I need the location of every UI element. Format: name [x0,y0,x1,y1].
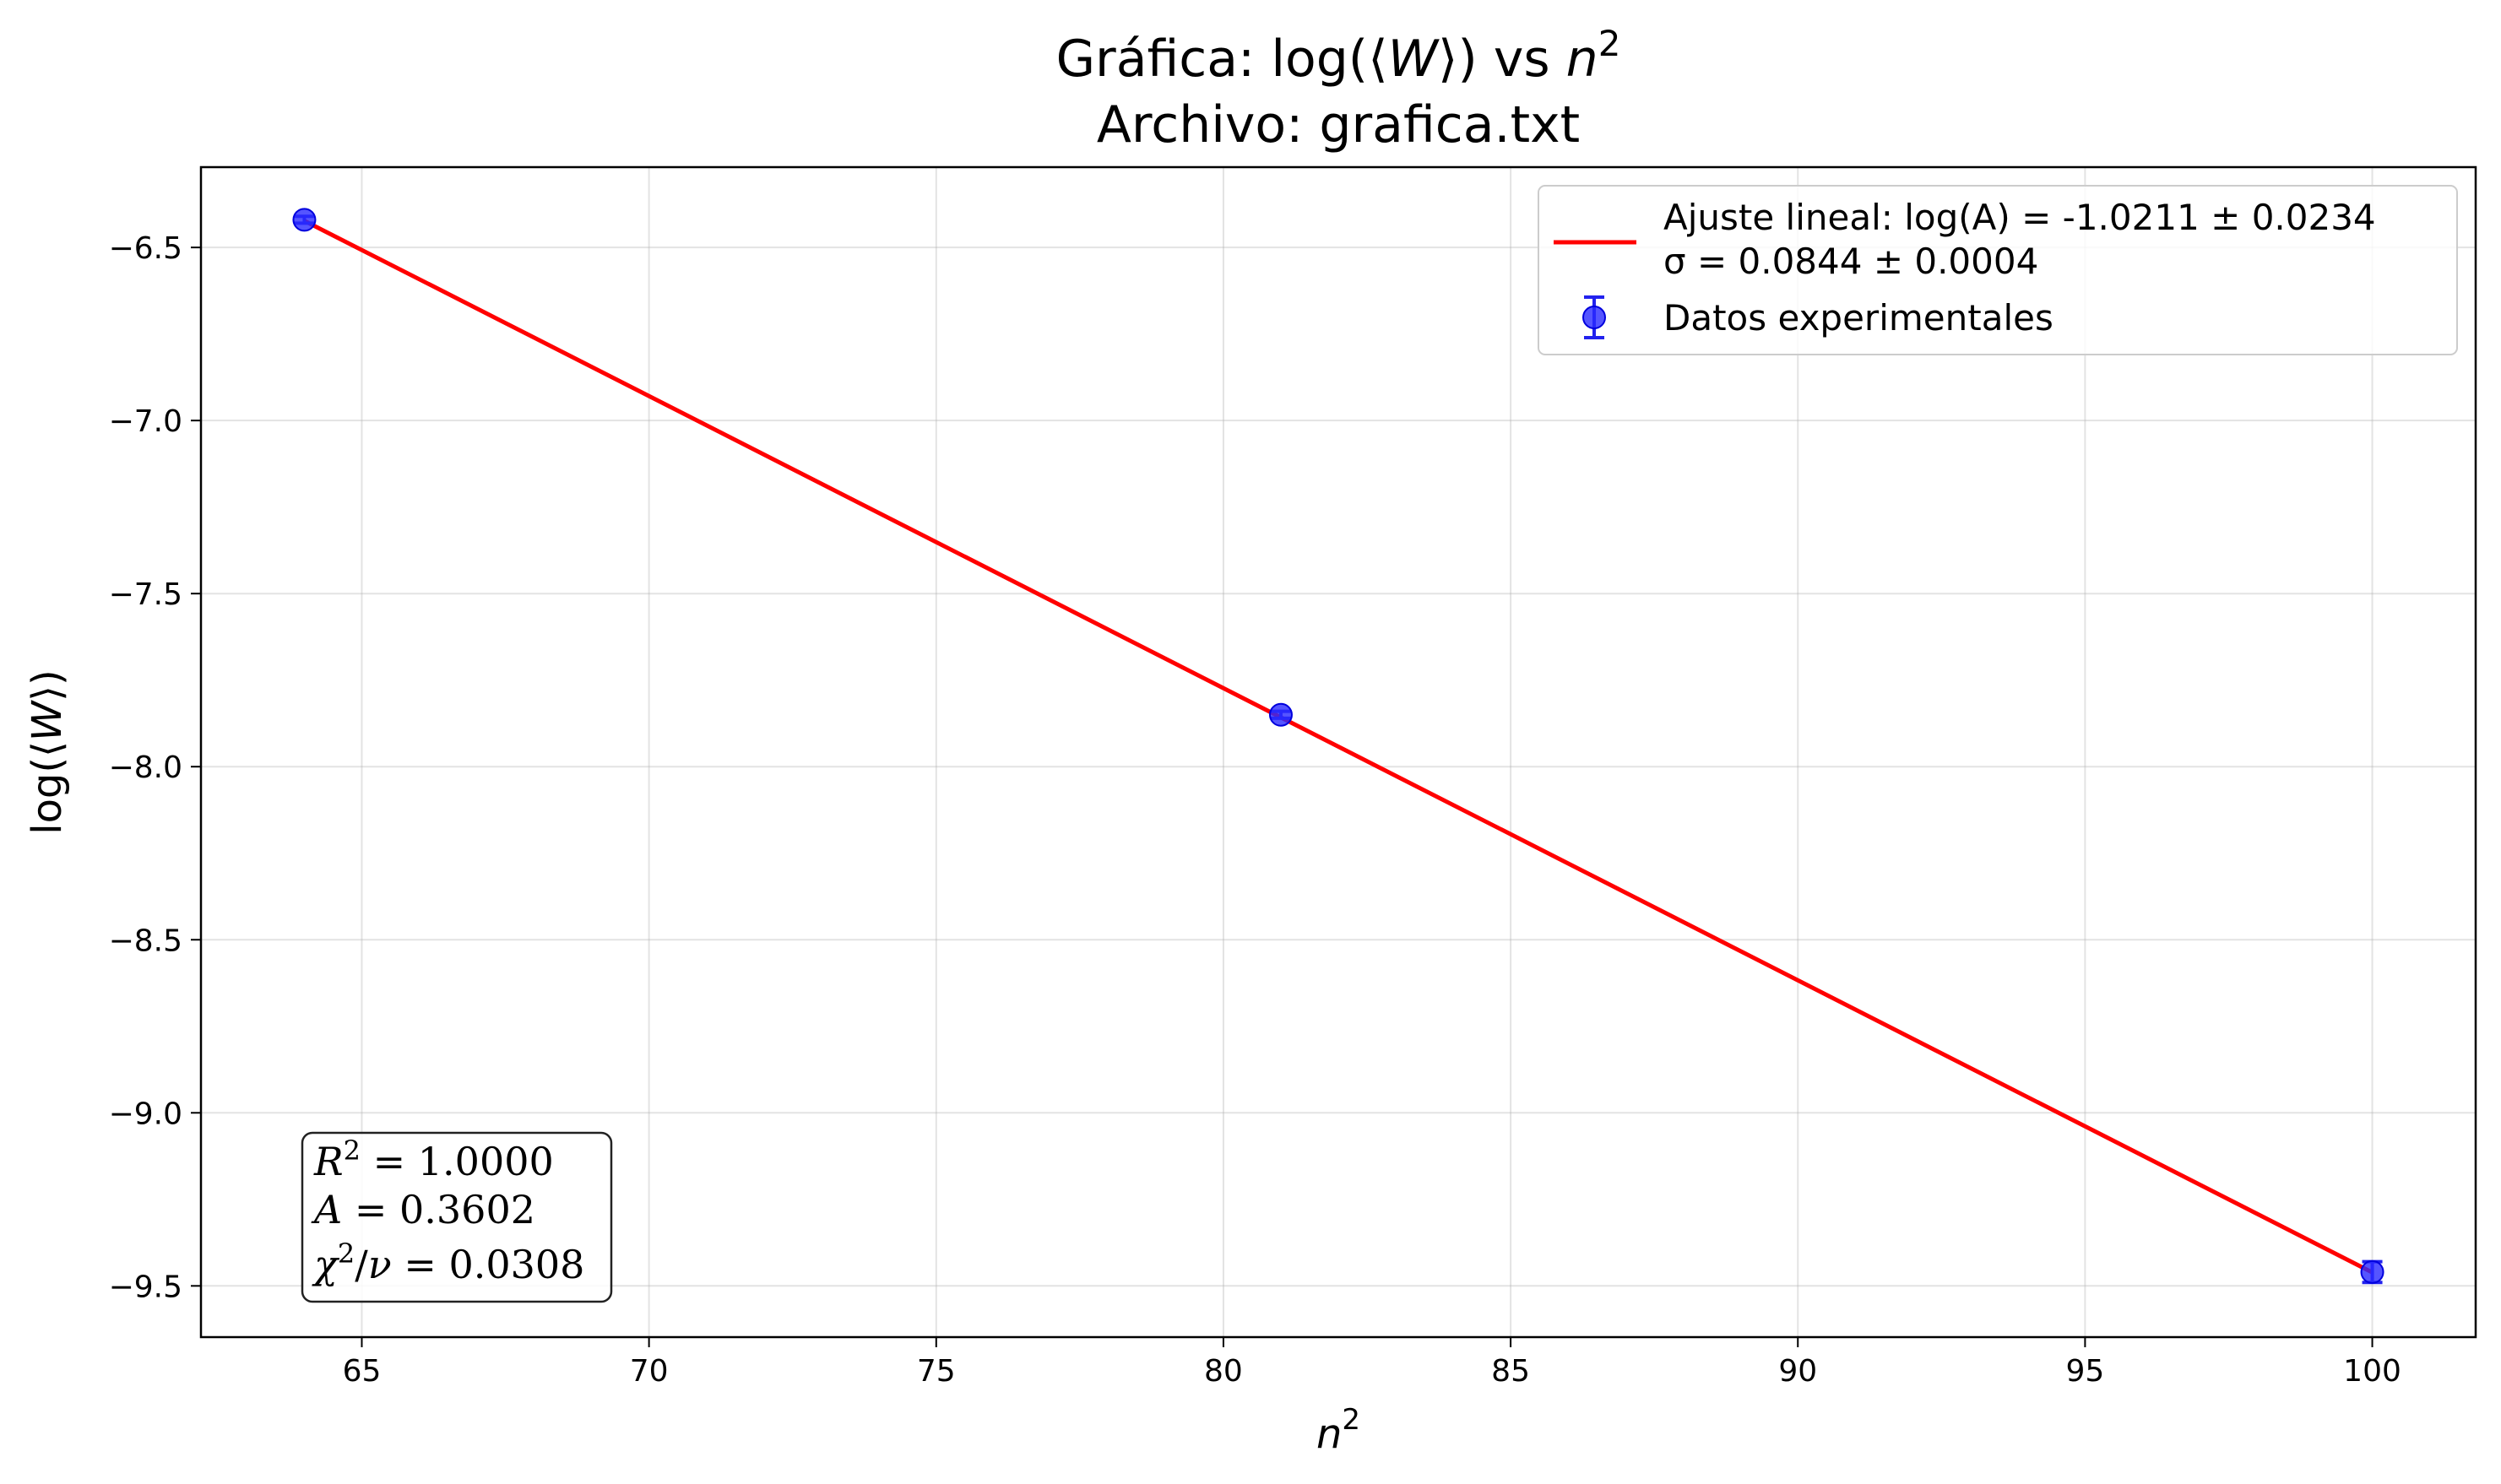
chart-title-line1: Gráfica: log(⟨W⟩) vs n2 [1056,23,1621,89]
chart-title-line2: Archivo: grafica.txt [1097,95,1580,154]
x-tick-label: 65 [343,1354,382,1389]
data-points-layer [292,208,2384,1285]
data-point [292,208,317,232]
x-tick-label: 80 [1204,1354,1243,1389]
data-marker [2360,1259,2384,1284]
legend: Ajuste lineal: log(A) = -1.0211 ± 0.0234… [1538,185,2458,355]
fit-line-layer [303,219,2374,1275]
y-tick-label: −8.5 [109,923,182,958]
y-tick-label: −6.5 [109,231,182,266]
y-axis-label: log(⟨W⟩) [24,669,71,835]
y-tick-label: −7.5 [109,577,182,612]
stat-a: A = 0.3602 [311,1187,535,1232]
grid [201,167,2476,1337]
legend-data-label: Datos experimentales [1663,297,2053,339]
legend-fit-label-line1: Ajuste lineal: log(A) = -1.0211 ± 0.0234 [1663,197,2376,238]
data-point [2360,1259,2384,1285]
legend-box [1538,185,2458,355]
x-tick-label: 70 [630,1354,669,1389]
x-axis-label: n2 [1316,1403,1360,1458]
y-tick-label: −7.0 [109,404,182,439]
stats-box: R2 = 1.0000 A = 0.3602 χ2/ν = 0.0308 [301,1131,613,1303]
legend-data-swatch [1582,295,1606,339]
x-tick-label: 100 [2343,1354,2401,1389]
x-tick-label: 95 [2065,1354,2104,1389]
x-tick-label: 90 [1778,1354,1817,1389]
fit-line [303,219,2374,1275]
legend-fit-label-line2: σ = 0.0844 ± 0.0004 [1663,241,2038,282]
y-axis-ticks: −6.5 −7.0 −7.5 −8.0 −8.5 −9.0 −9.5 [109,231,201,1304]
x-tick-label: 85 [1491,1354,1530,1389]
data-point [1268,702,1293,727]
plot-frame [199,165,2477,1339]
plot-area: 65 70 75 80 85 90 95 100 −6.5 −7.0 −7.5 −8.0 −8.5 −9… [109,165,2477,1389]
x-tick-label: 75 [917,1354,956,1389]
y-tick-label: −9.0 [109,1097,182,1131]
y-tick-label: −8.0 [109,750,182,785]
stat-r2: R2 = 1.0000 [313,1135,554,1184]
data-marker [292,208,317,232]
data-marker [1268,702,1293,727]
stat-chi2: χ2/ν = 0.0308 [312,1238,584,1287]
y-tick-label: −9.5 [109,1270,182,1304]
x-axis-ticks: 65 70 75 80 85 90 95 100 [343,1337,2401,1389]
stats-box-frame [301,1131,613,1303]
